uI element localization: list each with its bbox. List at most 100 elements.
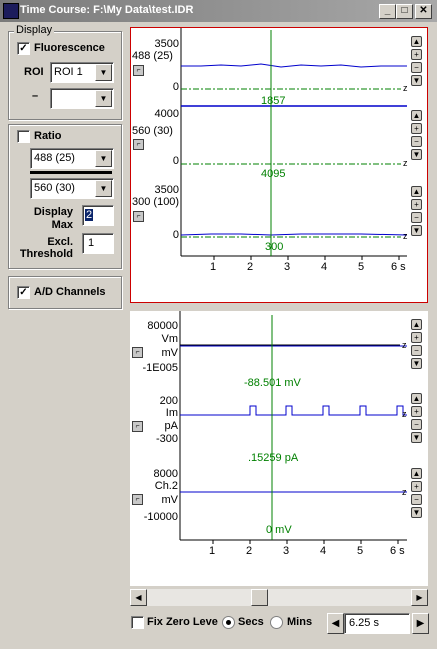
display-group-label: Display xyxy=(14,24,54,36)
im-unit: pA xyxy=(130,420,178,432)
trace-300-ymin: 0 xyxy=(131,229,179,241)
im-down-button[interactable]: ▼ xyxy=(411,432,422,443)
chevron-down-icon[interactable]: ▼ xyxy=(95,64,112,81)
trace-560-down-button[interactable]: ▼ xyxy=(411,149,422,160)
trace-560-expand-button[interactable]: + xyxy=(411,123,422,134)
trace-560-zoom-icon[interactable]: ⌐ xyxy=(133,139,144,150)
fix-zero-label: Fix Zero Leve xyxy=(147,616,222,628)
ad-x-tick-label: 5 xyxy=(357,545,363,557)
trace-488-zero-marker: z xyxy=(403,83,408,93)
im-zero-marker: z xyxy=(402,409,407,419)
ch2-cursor-value: 0 mV xyxy=(266,524,292,536)
numerator-select[interactable]: 488 (25) ▼ xyxy=(30,148,114,169)
trace-300-zoom-icon[interactable]: ⌐ xyxy=(133,211,144,222)
app-icon[interactable] xyxy=(3,3,19,19)
roi-select-value: ROI 1 xyxy=(54,66,83,78)
time-window-value: 6.25 s xyxy=(349,617,379,629)
im-expand-button[interactable]: + xyxy=(411,406,422,417)
roi2-select[interactable]: ▼ xyxy=(50,88,114,109)
fluorescence-checkbox[interactable]: ✓ xyxy=(17,42,30,55)
ad-x-ticks xyxy=(213,540,398,544)
display-max-input[interactable]: 2 xyxy=(82,205,114,226)
secs-label: Secs xyxy=(238,616,264,628)
mins-label: Mins xyxy=(287,616,312,628)
display-max-label-1: Display xyxy=(18,206,73,218)
minimize-button[interactable]: _ xyxy=(379,4,396,19)
vm-ymax: 80000 xyxy=(130,320,178,332)
roi2-label: – xyxy=(32,90,38,102)
trace-488-expand-button[interactable]: + xyxy=(411,49,422,60)
roi-select[interactable]: ROI 1 ▼ xyxy=(50,62,114,83)
vm-cursor-value: -88.501 mV xyxy=(244,377,301,389)
excl-threshold-input[interactable]: 1 xyxy=(82,233,114,254)
trace-300-down-button[interactable]: ▼ xyxy=(411,225,422,236)
time-scrollbar[interactable]: ◀ ▶ xyxy=(130,589,428,606)
fluor-x-tick-label: 6 s xyxy=(391,261,406,273)
im-ymax: 200 xyxy=(130,395,178,407)
fix-zero-checkbox[interactable] xyxy=(131,616,144,629)
trace-488-down-button[interactable]: ▼ xyxy=(411,75,422,86)
trace-300-expand-button[interactable]: + xyxy=(411,199,422,210)
trace-488-up-button[interactable]: ▲ xyxy=(411,36,422,47)
denominator-select[interactable]: 560 (30) ▼ xyxy=(30,178,114,199)
trace-560-up-button[interactable]: ▲ xyxy=(411,110,422,121)
time-increase-button[interactable]: ▶ xyxy=(412,613,429,634)
mins-radio[interactable] xyxy=(270,616,283,629)
fluor-x-tick-label: 2 xyxy=(247,261,253,273)
scroll-thumb[interactable] xyxy=(251,589,268,606)
excl-label-1: Excl. xyxy=(18,236,73,248)
im-shrink-button[interactable]: − xyxy=(411,419,422,430)
vm-up-button[interactable]: ▲ xyxy=(411,319,422,330)
vm-ymin: -1E005 xyxy=(130,362,178,374)
trace-560-name: 560 (30) xyxy=(132,125,173,137)
scroll-right-button[interactable]: ▶ xyxy=(411,589,428,606)
ch2-expand-button[interactable]: + xyxy=(411,481,422,492)
ch2-up-button[interactable]: ▲ xyxy=(411,468,422,479)
time-window-input[interactable]: 6.25 s xyxy=(344,613,410,634)
ch2-down-button[interactable]: ▼ xyxy=(411,507,422,518)
trace-560-cursor-value: 4095 xyxy=(261,168,285,180)
vm-down-button[interactable]: ▼ xyxy=(411,358,422,369)
trace-488-shrink-button[interactable]: − xyxy=(411,62,422,73)
trace-488-ymin: 0 xyxy=(131,81,179,93)
ad-channels-checkbox[interactable]: ✓ xyxy=(17,286,30,299)
ch2-shrink-button[interactable]: − xyxy=(411,494,422,505)
trace-300-zero-marker: z xyxy=(403,231,408,241)
trace-488-line xyxy=(181,64,407,67)
chevron-down-icon[interactable]: ▼ xyxy=(95,90,112,107)
ad-x-tick-label: 6 s xyxy=(390,545,405,557)
fluor-x-ticks xyxy=(214,256,399,260)
im-up-button[interactable]: ▲ xyxy=(411,393,422,404)
fluor-x-tick-label: 1 xyxy=(210,261,216,273)
ad-x-tick-label: 3 xyxy=(283,545,289,557)
scroll-left-button[interactable]: ◀ xyxy=(130,589,147,606)
ratio-checkbox[interactable] xyxy=(17,130,30,143)
trace-300-up-button[interactable]: ▲ xyxy=(411,186,422,197)
excl-label-2: Threshold xyxy=(10,248,73,260)
trace-300-shrink-button[interactable]: − xyxy=(411,212,422,223)
time-decrease-button[interactable]: ◀ xyxy=(327,613,344,634)
trace-488-ymax: 3500 xyxy=(131,38,179,50)
display-max-value: 2 xyxy=(85,209,93,221)
ch2-name: Ch.2 xyxy=(130,480,178,492)
vm-shrink-button[interactable]: − xyxy=(411,345,422,356)
ch2-ymax: 8000 xyxy=(130,468,178,480)
trace-488-zoom-icon[interactable]: ⌐ xyxy=(133,65,144,76)
chevron-down-icon[interactable]: ▼ xyxy=(95,150,112,167)
secs-radio[interactable] xyxy=(222,616,235,629)
ch2-ymin: -10000 xyxy=(130,511,178,523)
chevron-down-icon[interactable]: ▼ xyxy=(95,180,112,197)
ad-channels-plot[interactable]: 80000 Vm ⌐ mV -1E005 -88.501 mV 200 Im ⌐… xyxy=(130,311,428,586)
trace-560-shrink-button[interactable]: − xyxy=(411,136,422,147)
trace-300-line xyxy=(181,234,407,235)
vm-expand-button[interactable]: + xyxy=(411,332,422,343)
vm-name: Vm xyxy=(130,333,178,345)
trace-560-zero-marker: z xyxy=(403,158,408,168)
ch2-unit: mV xyxy=(130,494,178,506)
fluorescence-plot[interactable]: 3500 488 (25) ⌐ 0 1857 4000 560 (30) ⌐ 0… xyxy=(130,27,428,303)
maximize-button[interactable]: □ xyxy=(396,4,413,19)
im-cursor-value: .15259 pA xyxy=(248,452,298,464)
close-button[interactable]: ✕ xyxy=(415,4,432,19)
ch2-zero-marker: z xyxy=(402,487,407,497)
ad-x-tick-label: 1 xyxy=(209,545,215,557)
